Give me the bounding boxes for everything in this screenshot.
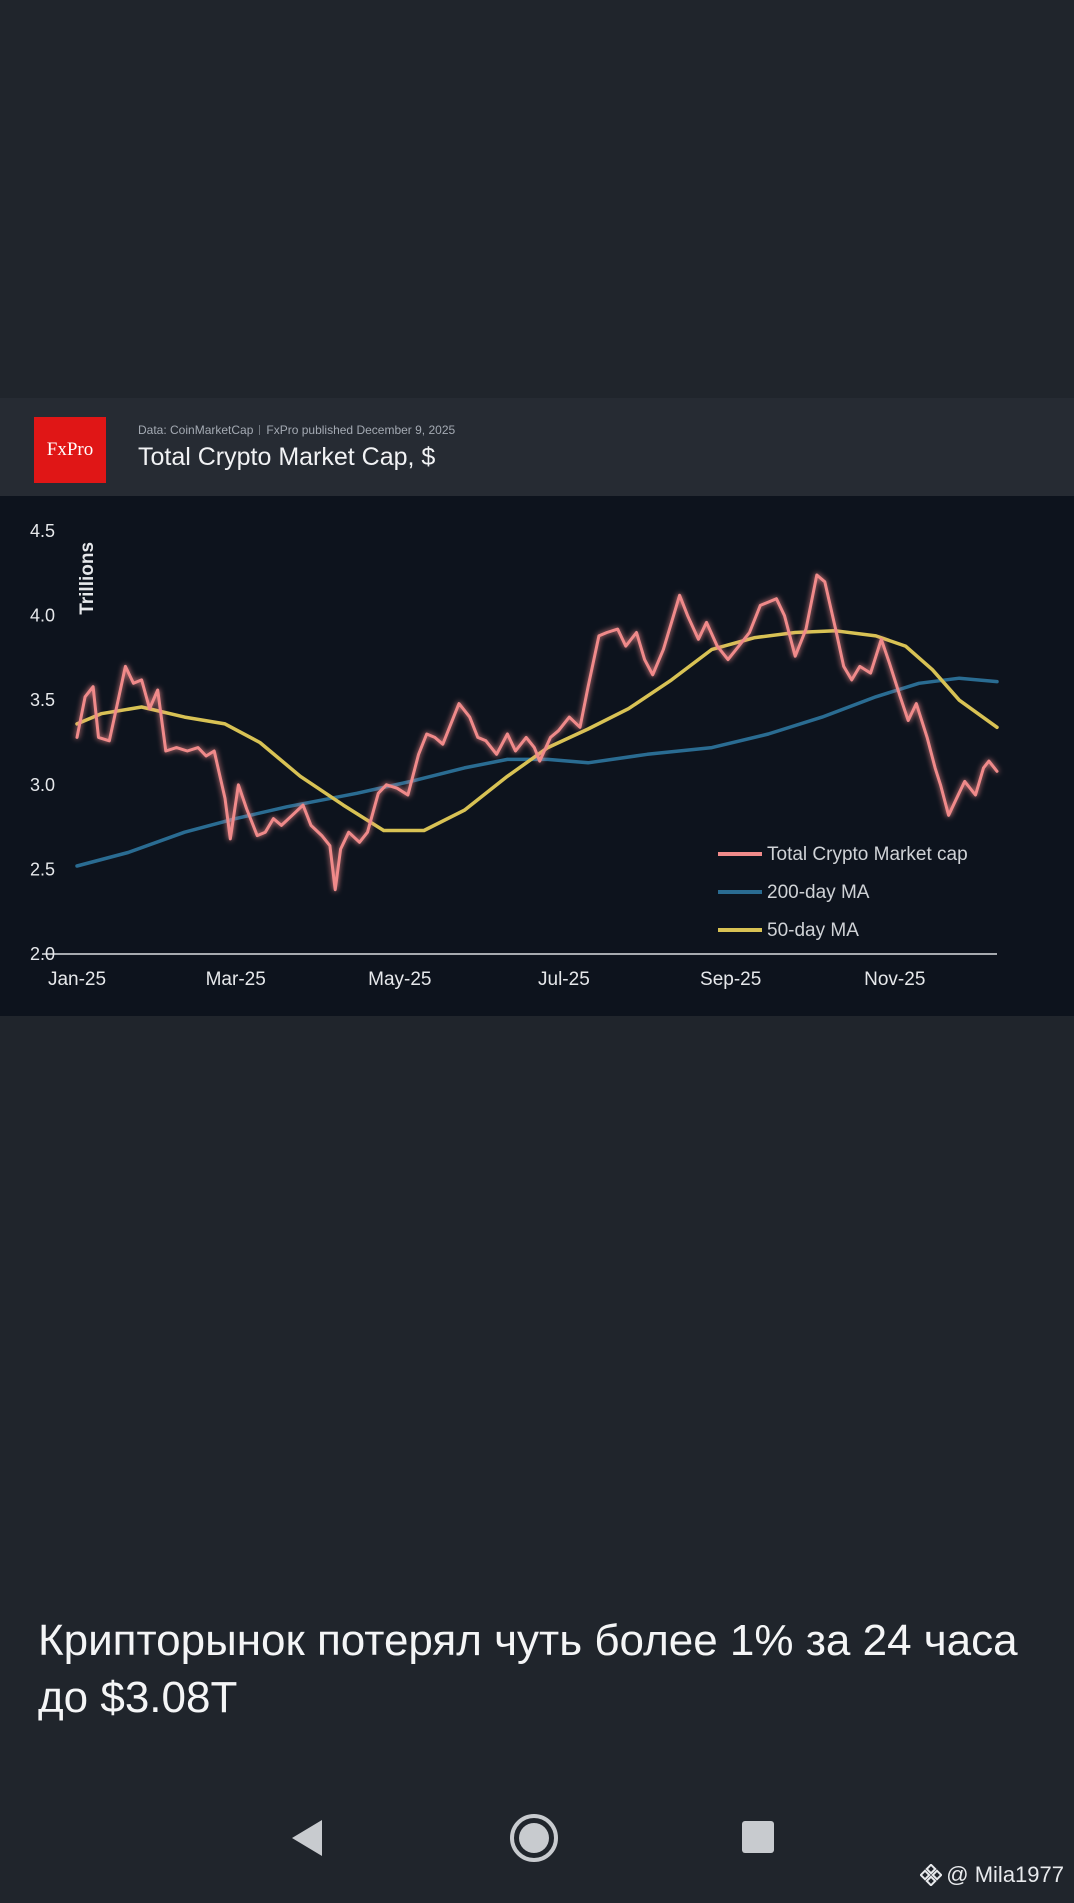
series-line-0 xyxy=(75,573,999,892)
y-tick-label: 4.0 xyxy=(30,606,55,626)
chart-title: Total Crypto Market Cap, $ xyxy=(138,443,436,471)
y-tick-label: 2.5 xyxy=(30,859,55,879)
chart-card-header: FxPro Data: CoinMarketCap FxPro published… xyxy=(0,398,1074,496)
chart-source-line: Data: CoinMarketCap FxPro published Decem… xyxy=(138,423,455,437)
legend-label: Total Crypto Market cap xyxy=(767,844,968,865)
y-tick-label: 2.0 xyxy=(30,944,55,964)
home-circle-icon[interactable] xyxy=(508,1812,560,1864)
legend-label: 200-day MA xyxy=(767,882,870,903)
series-line-1 xyxy=(75,676,999,868)
y-tick-label: 3.0 xyxy=(30,775,55,795)
x-tick-label: Jan-25 xyxy=(48,969,106,990)
recent-apps-square-icon[interactable] xyxy=(741,1820,775,1854)
post-caption: Крипторынок потерял чуть более 1% за 24 … xyxy=(38,1616,1018,1722)
y-axis-label: Trillions xyxy=(77,542,98,615)
binance-diamond-icon xyxy=(920,1864,943,1886)
x-tick-label: Jul-25 xyxy=(538,969,590,990)
y-tick-label: 4.5 xyxy=(30,521,55,541)
android-nav-bar xyxy=(0,1800,1074,1872)
separator xyxy=(259,425,261,435)
market-cap-chart: 2.0 2.5 3.0 3.5 4.0 4.5 Trillions Jan-25 Mar-25 M… xyxy=(30,521,999,990)
x-tick-label: Mar-25 xyxy=(206,969,266,990)
back-triangle-icon[interactable] xyxy=(290,1818,326,1858)
chart-card: FxPro Data: CoinMarketCap FxPro published… xyxy=(0,398,1074,1016)
watermark-handle: @ Mila1977 xyxy=(946,1862,1064,1887)
watermark: @ Mila1977 xyxy=(920,1862,1064,1888)
x-tick-label: Sep-25 xyxy=(700,969,761,990)
x-tick-label: May-25 xyxy=(368,969,431,990)
x-tick-label: Nov-25 xyxy=(864,969,925,990)
series-line-2 xyxy=(75,629,999,833)
publisher-line: FxPro published December 9, 2025 xyxy=(266,423,456,437)
legend-label: 50-day MA xyxy=(767,920,859,941)
chart-area: 2.0 2.5 3.0 3.5 4.0 4.5 Trillions Jan-25 Mar-25 M… xyxy=(0,496,1074,1016)
fxpro-logo: FxPro xyxy=(34,417,106,483)
y-tick-label: 3.5 xyxy=(30,690,55,710)
data-source: Data: CoinMarketCap xyxy=(138,423,254,437)
